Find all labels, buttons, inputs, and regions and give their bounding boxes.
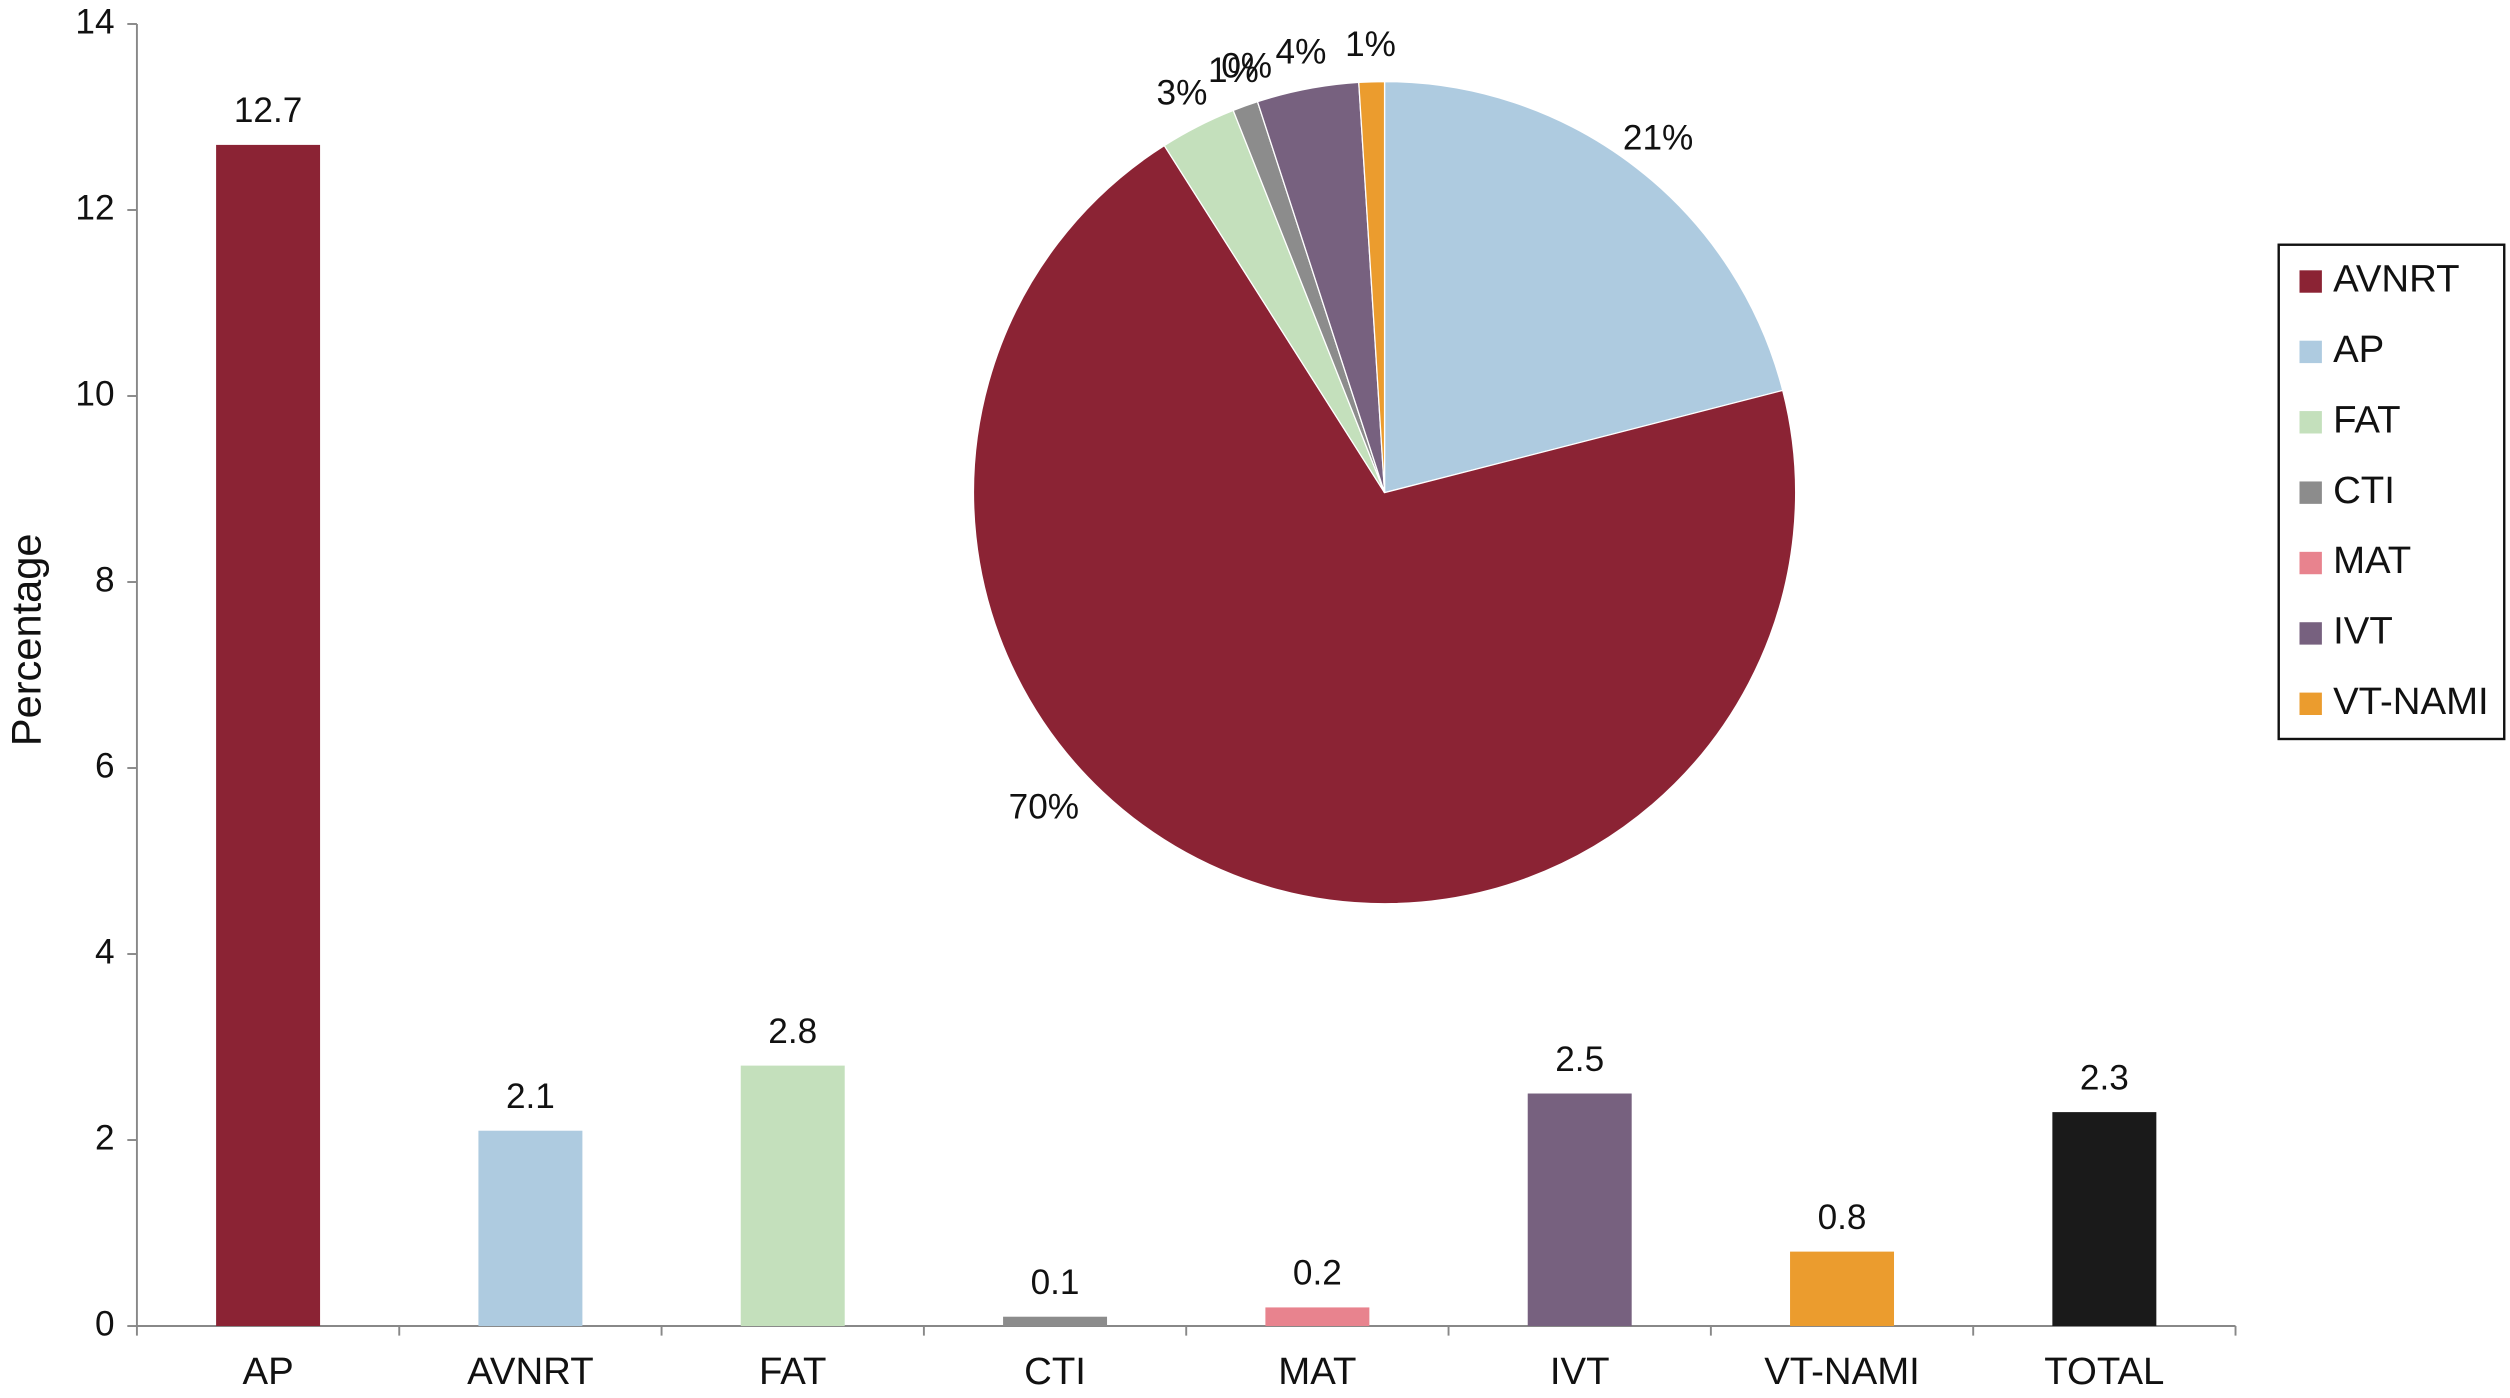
- pie-label: 4%: [1276, 33, 1327, 72]
- pie-slice: [1358, 80, 1386, 493]
- legend-label: IVT: [2333, 610, 2393, 653]
- x-tick-label: AVNRT: [467, 1350, 594, 1393]
- y-tick-label: 6: [95, 746, 115, 785]
- value-label: 0.2: [1293, 1254, 1342, 1293]
- value-label: 2.8: [768, 1012, 817, 1051]
- y-tick-label: 14: [75, 2, 114, 41]
- x-tick-label: MAT: [1278, 1350, 1356, 1393]
- x-tick-label: IVT: [1550, 1350, 1610, 1393]
- pie-label: 1%: [1208, 51, 1259, 90]
- legend-swatch: [2299, 270, 2322, 293]
- x-tick-label: AP: [242, 1350, 293, 1393]
- bar: [2052, 1112, 2157, 1327]
- bar: [478, 1130, 583, 1327]
- legend-label: MAT: [2333, 539, 2411, 582]
- value-label: 12.7: [234, 91, 302, 130]
- pie-slice: [1383, 80, 1784, 494]
- y-axis-label: Percentage: [3, 533, 50, 746]
- legend-swatch: [2299, 551, 2322, 575]
- x-tick-label: TOTAL: [2044, 1350, 2164, 1393]
- x-tick-label: CTI: [1024, 1350, 1086, 1393]
- x-tick-label: VT-NAMI: [1764, 1350, 1920, 1393]
- legend-swatch: [2299, 411, 2322, 434]
- y-tick-label: 8: [95, 560, 115, 599]
- bar: [1527, 1093, 1632, 1327]
- pie-label: 70%: [1009, 788, 1079, 827]
- x-tick-label: FAT: [759, 1350, 827, 1393]
- pie-label: 1%: [1345, 25, 1396, 64]
- y-tick-label: 4: [95, 932, 115, 971]
- legend-swatch: [2299, 340, 2322, 364]
- legend-swatch: [2299, 622, 2322, 645]
- bar: [216, 144, 321, 1327]
- bar: [1790, 1251, 1895, 1327]
- pie-label: 21%: [1623, 118, 1693, 157]
- y-tick-label: 12: [75, 188, 114, 227]
- value-label: 0.1: [1031, 1263, 1080, 1302]
- value-label: 0.8: [1818, 1198, 1867, 1237]
- legend-label: VT-NAMI: [2333, 680, 2489, 723]
- bar: [1265, 1307, 1370, 1327]
- pie-label: 3%: [1157, 73, 1208, 112]
- legend-label: FAT: [2333, 398, 2401, 441]
- y-tick-label: 10: [75, 374, 114, 413]
- y-tick-label: 0: [95, 1304, 115, 1343]
- pie-label: 0%: [1221, 47, 1272, 86]
- legend-swatch: [2299, 692, 2322, 715]
- value-label: 2.5: [1555, 1040, 1604, 1079]
- y-tick-label: 2: [95, 1118, 115, 1157]
- value-label: 2.3: [2080, 1058, 2129, 1097]
- legend-label: AVNRT: [2333, 258, 2460, 301]
- legend-label: CTI: [2333, 469, 2395, 512]
- pie-slice: [972, 144, 1797, 905]
- legend-swatch: [2299, 481, 2322, 504]
- bar: [1003, 1316, 1108, 1327]
- bar: [740, 1065, 845, 1327]
- legend-label: AP: [2333, 328, 2384, 371]
- value-label: 2.1: [506, 1077, 555, 1116]
